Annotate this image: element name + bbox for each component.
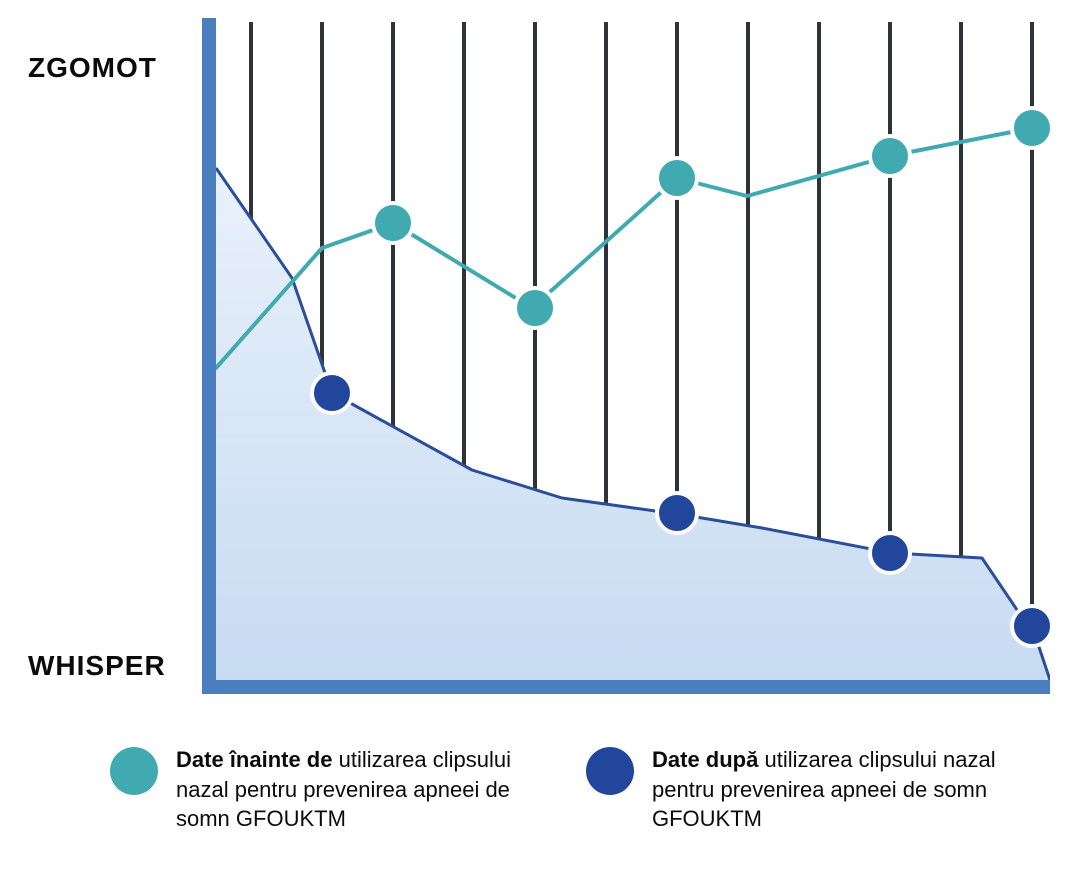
legend-item-before: Date înainte de utilizarea clipsului naz… bbox=[110, 745, 530, 834]
marker-teal bbox=[373, 203, 413, 243]
legend-swatch-navy-icon bbox=[586, 747, 634, 795]
legend-swatch-teal-icon bbox=[110, 747, 158, 795]
area-fill bbox=[216, 168, 1050, 680]
marker-navy bbox=[870, 533, 910, 573]
marker-navy bbox=[312, 373, 352, 413]
y-axis-bottom-label: WHISPER bbox=[28, 650, 166, 682]
marker-teal bbox=[1012, 108, 1050, 148]
marker-navy bbox=[657, 493, 697, 533]
legend-item-after: Date după utilizarea clipsului nazal pen… bbox=[586, 745, 1006, 834]
legend-text-before: Date înainte de utilizarea clipsului naz… bbox=[176, 745, 530, 834]
legend-bold-before: Date înainte de bbox=[176, 747, 339, 772]
x-axis-bar bbox=[202, 680, 1050, 694]
legend-text-after: Date după utilizarea clipsului nazal pen… bbox=[652, 745, 1006, 834]
chart-svg bbox=[202, 18, 1050, 694]
y-axis-bar bbox=[202, 18, 216, 694]
marker-teal bbox=[870, 136, 910, 176]
marker-teal bbox=[515, 288, 555, 328]
y-axis-top-label: ZGOMOT bbox=[28, 52, 157, 84]
marker-navy bbox=[1012, 606, 1050, 646]
legend: Date înainte de utilizarea clipsului naz… bbox=[110, 745, 1006, 834]
chart-figure: ZGOMOT WHISPER Date înainte de utilizare… bbox=[0, 0, 1080, 892]
chart-plot-area bbox=[202, 18, 1050, 694]
marker-teal bbox=[657, 158, 697, 198]
legend-bold-after: Date după bbox=[652, 747, 764, 772]
